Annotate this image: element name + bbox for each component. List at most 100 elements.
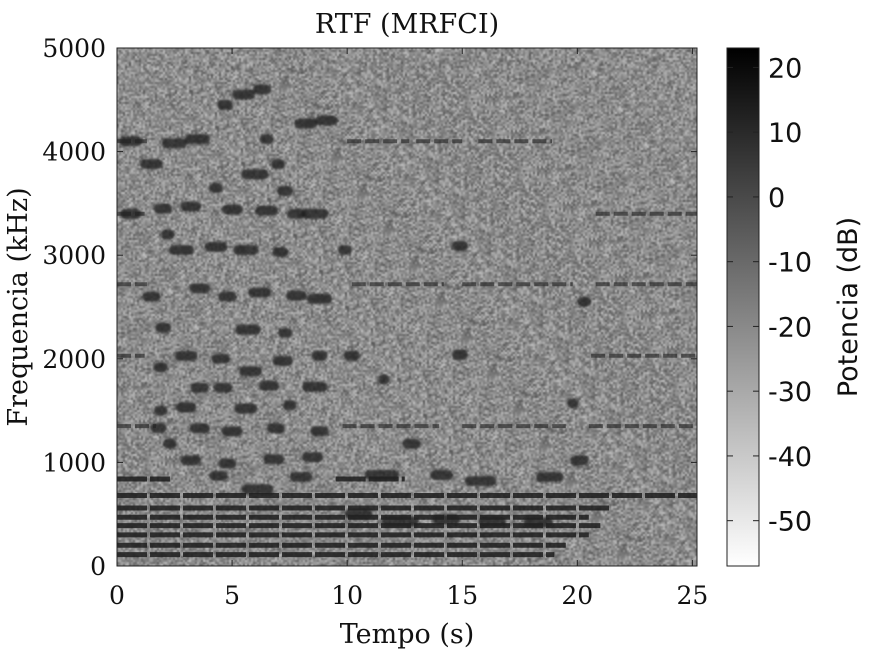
note-blob — [163, 438, 177, 449]
x-tick-label: 0 — [109, 581, 125, 610]
colorbar-tick-label: 20 — [768, 53, 802, 84]
note-blob — [234, 403, 258, 414]
note-blob — [310, 426, 329, 437]
note-blob — [535, 471, 564, 482]
note-blob — [161, 138, 188, 149]
note-blob — [218, 291, 237, 302]
note-blob — [343, 350, 360, 361]
note-blob — [248, 287, 272, 298]
colorbar-gradient — [726, 47, 760, 567]
note-blob — [119, 136, 143, 147]
note-blob — [266, 423, 286, 434]
note-blob — [140, 159, 164, 170]
note-blob — [154, 322, 172, 333]
note-blob — [286, 290, 307, 301]
note-blob — [252, 84, 272, 95]
colorbar-tick-label: -40 — [768, 442, 812, 473]
note-blob — [150, 423, 167, 434]
note-blob — [221, 204, 243, 215]
note-blob — [180, 455, 202, 466]
y-tick-label: 4000 — [42, 138, 106, 167]
note-blob — [523, 517, 554, 528]
note-blob — [302, 452, 323, 463]
note-blob — [301, 208, 329, 219]
note-blob — [464, 476, 497, 487]
plot-frame — [116, 47, 698, 567]
chart-title: RTF (MRFCI) — [315, 9, 499, 40]
colorbar: 20 10 0 -10 -20 -30 -40 -50 Potencia (dB) — [726, 47, 864, 567]
note-blob — [478, 516, 506, 527]
note-blob — [276, 185, 294, 196]
colorbar-tick-label: -20 — [768, 312, 812, 343]
note-blob — [271, 159, 286, 170]
note-blob — [160, 229, 175, 240]
note-blob — [344, 509, 373, 520]
note-blob — [218, 458, 237, 469]
note-blob — [364, 469, 399, 480]
note-blob — [238, 366, 262, 377]
x-tick-label: 5 — [224, 581, 240, 610]
note-blob — [294, 118, 318, 129]
note-blob — [566, 398, 579, 409]
note-blob — [189, 423, 211, 434]
note-blob — [189, 283, 211, 294]
note-blob — [190, 382, 210, 393]
x-axis: 0 5 10 15 20 25 — [109, 48, 708, 610]
noise-texture — [117, 48, 697, 566]
note-blob — [153, 203, 173, 214]
colorbar-tick-label: -10 — [768, 248, 812, 279]
note-blob — [314, 115, 338, 126]
note-blob — [258, 380, 280, 391]
note-blob — [255, 205, 279, 216]
colorbar-ticks: 20 10 0 -10 -20 -30 -40 -50 — [727, 53, 812, 538]
note-blob — [235, 324, 261, 335]
note-blob — [287, 208, 306, 219]
plot-area — [116, 47, 698, 567]
x-tick-label: 10 — [331, 581, 363, 610]
x-tick-label: 25 — [676, 581, 708, 610]
note-blob — [337, 245, 352, 256]
y-tick-label: 2000 — [42, 345, 106, 374]
y-axis: 0 1000 2000 3000 4000 5000 — [42, 34, 697, 581]
note-blob — [282, 400, 297, 411]
note-blob — [221, 426, 243, 437]
note-blob — [233, 245, 259, 256]
colorbar-tick-label: -50 — [768, 507, 812, 538]
harmonic-tracks — [117, 139, 697, 558]
note-blob — [175, 402, 197, 413]
note-blob — [278, 327, 292, 338]
note-blob — [217, 99, 234, 110]
note-blobs — [119, 84, 592, 528]
note-blob — [209, 470, 228, 481]
note-blob — [378, 374, 390, 385]
note-blob — [263, 454, 284, 465]
x-tick-label: 15 — [446, 581, 478, 610]
colorbar-label: Potencia (dB) — [833, 217, 864, 397]
note-blob — [272, 247, 289, 258]
colorbar-tick-label: -30 — [768, 377, 812, 408]
note-blob — [153, 405, 168, 416]
note-blob — [402, 438, 421, 449]
note-blob — [142, 291, 161, 302]
note-blob — [211, 353, 230, 364]
note-blob — [289, 471, 313, 482]
note-blob — [168, 245, 195, 256]
note-blob — [184, 134, 211, 145]
note-blob — [577, 296, 592, 307]
note-blob — [570, 455, 589, 466]
note-blob — [451, 349, 468, 360]
note-blob — [174, 350, 198, 361]
x-tick-label: 20 — [561, 581, 593, 610]
note-blob — [232, 89, 256, 100]
note-blob — [430, 469, 454, 480]
note-blob — [153, 362, 168, 373]
colorbar-tick-label: 10 — [768, 118, 802, 149]
note-blob — [209, 182, 223, 193]
note-blob — [311, 350, 328, 361]
note-blob — [204, 241, 228, 252]
note-blob — [306, 293, 333, 304]
y-tick-label: 5000 — [42, 34, 106, 63]
y-tick-label: 3000 — [42, 241, 106, 270]
note-blob — [451, 240, 468, 251]
